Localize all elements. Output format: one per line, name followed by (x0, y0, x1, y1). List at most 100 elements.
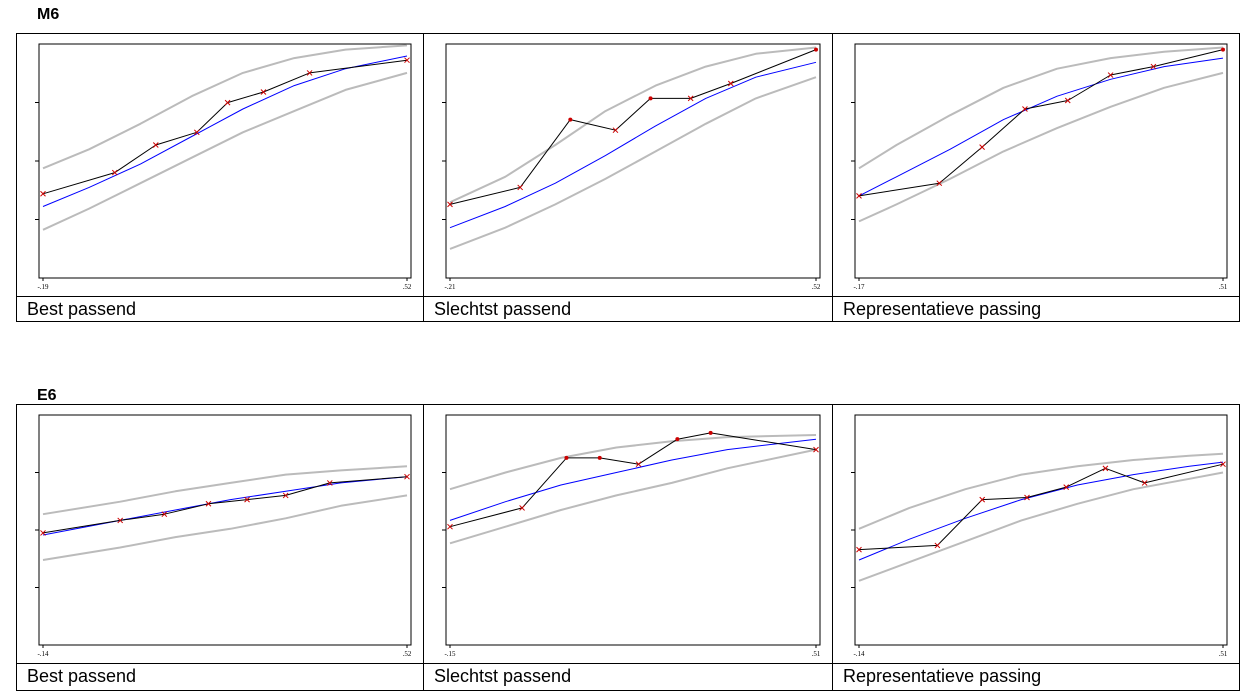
series-upper (858, 46, 1224, 170)
caption-m6-best: Best passend (27, 299, 137, 319)
chart-e6-representative: -.14 .51 (851, 414, 1228, 658)
data-point-x (404, 57, 410, 64)
data-point-x (205, 500, 212, 507)
plot-frame (445, 414, 821, 646)
data-point-x (224, 99, 231, 106)
data-point-x (260, 89, 267, 95)
x-tick-label-max: .52 (812, 283, 821, 291)
data-point-x (40, 530, 46, 536)
series-observed (42, 476, 408, 534)
series-upper (42, 44, 408, 170)
data-point-dot (708, 430, 713, 435)
x-tick-label-min: -.19 (37, 283, 49, 291)
data-point-x (1022, 106, 1028, 112)
data-point-x (117, 517, 124, 524)
x-tick-label-max: .52 (403, 650, 412, 658)
data-point-x (282, 492, 289, 499)
data-point-dot (1221, 47, 1225, 52)
plot-frame (38, 43, 412, 279)
caption-e6-representative: Representatieve passing (843, 666, 1042, 686)
data-point-x (1064, 97, 1071, 104)
data-point-dot (568, 117, 573, 122)
section-title-e6: E6 (37, 387, 57, 404)
data-point-x (193, 129, 200, 136)
data-point-x (856, 193, 862, 199)
data-point-x (727, 80, 734, 87)
column-divider (832, 405, 833, 690)
x-tick-label-max: .52 (403, 283, 412, 291)
data-point-x (856, 546, 862, 553)
series-observed (449, 432, 817, 528)
data-point-dot (648, 96, 653, 101)
data-point-x (517, 184, 524, 191)
caption-m6-representative: Representatieve passing (843, 299, 1042, 319)
series-observed (449, 49, 817, 205)
series-lower (449, 76, 817, 250)
data-point-x (1107, 72, 1114, 78)
data-point-x (1063, 484, 1070, 490)
data-point-x (1102, 465, 1109, 472)
series-upper (42, 465, 408, 516)
data-point-x (1024, 494, 1030, 501)
data-point-x (813, 446, 819, 453)
data-point-x (447, 523, 453, 530)
data-point-x (152, 142, 159, 148)
data-point-x (1220, 461, 1226, 468)
data-point-dot (597, 455, 602, 460)
series-fit (858, 57, 1224, 197)
data-point-dot (675, 437, 680, 442)
data-point-x (934, 542, 941, 549)
series-lower (42, 71, 408, 231)
data-point-dot (564, 455, 569, 460)
series-observed (42, 59, 408, 195)
data-point-x (447, 201, 453, 208)
data-point-x (936, 180, 943, 187)
data-point-x (40, 190, 46, 197)
section-title-m6: M6 (37, 6, 60, 23)
column-divider (423, 34, 424, 321)
series-lower (42, 494, 408, 561)
caption-e6-best: Best passend (27, 666, 137, 686)
x-tick-label-min: -.14 (853, 650, 865, 658)
column-divider (423, 405, 424, 690)
series-fit (858, 461, 1224, 561)
x-tick-label-max: .51 (1219, 650, 1228, 658)
series-fit (449, 61, 817, 229)
data-point-dot (814, 47, 818, 52)
plot-frame (854, 414, 1228, 646)
data-point-x (687, 95, 694, 102)
x-tick-label-max: .51 (1219, 283, 1228, 291)
data-point-x (244, 496, 250, 503)
series-fit (449, 438, 817, 521)
chart-e6-worst: -.15 .51 (442, 414, 821, 658)
caption-m6-worst: Slechtst passend (434, 299, 572, 319)
data-point-x (635, 461, 642, 468)
data-point-x (111, 169, 118, 176)
series-upper (449, 46, 817, 204)
data-point-x (1150, 63, 1157, 70)
series-lower (449, 448, 817, 545)
data-point-x (326, 480, 333, 486)
chart-m6-representative: -.17 .51 (851, 43, 1228, 291)
plot-frame (854, 43, 1228, 279)
data-point-x (306, 70, 313, 76)
series-lower (858, 471, 1224, 582)
panel-table-e6: -.14 .52 -.15 .51 -.14 .51 Best passend Sle… (16, 404, 1240, 691)
x-tick-label-min: -.17 (853, 283, 865, 291)
chart-e6-best: -.14 .52 (35, 414, 412, 658)
plot-row-e6 (17, 405, 1239, 664)
data-point-x (612, 127, 619, 134)
x-tick-label-min: -.15 (444, 650, 456, 658)
panel-table-m6: -.19 .52 -.21 .52 -.17 .51 Best passend Sle… (16, 33, 1240, 322)
series-observed (858, 463, 1224, 551)
x-tick-label-max: .51 (812, 650, 821, 658)
series-upper (449, 434, 817, 491)
data-point-x (519, 505, 525, 511)
caption-e6-worst: Slechtst passend (434, 666, 572, 686)
series-fit (42, 55, 408, 207)
x-tick-label-min: -.21 (444, 283, 456, 291)
series-lower (858, 71, 1224, 223)
data-point-x (979, 496, 986, 503)
column-divider (832, 34, 833, 321)
data-point-x (979, 144, 985, 150)
